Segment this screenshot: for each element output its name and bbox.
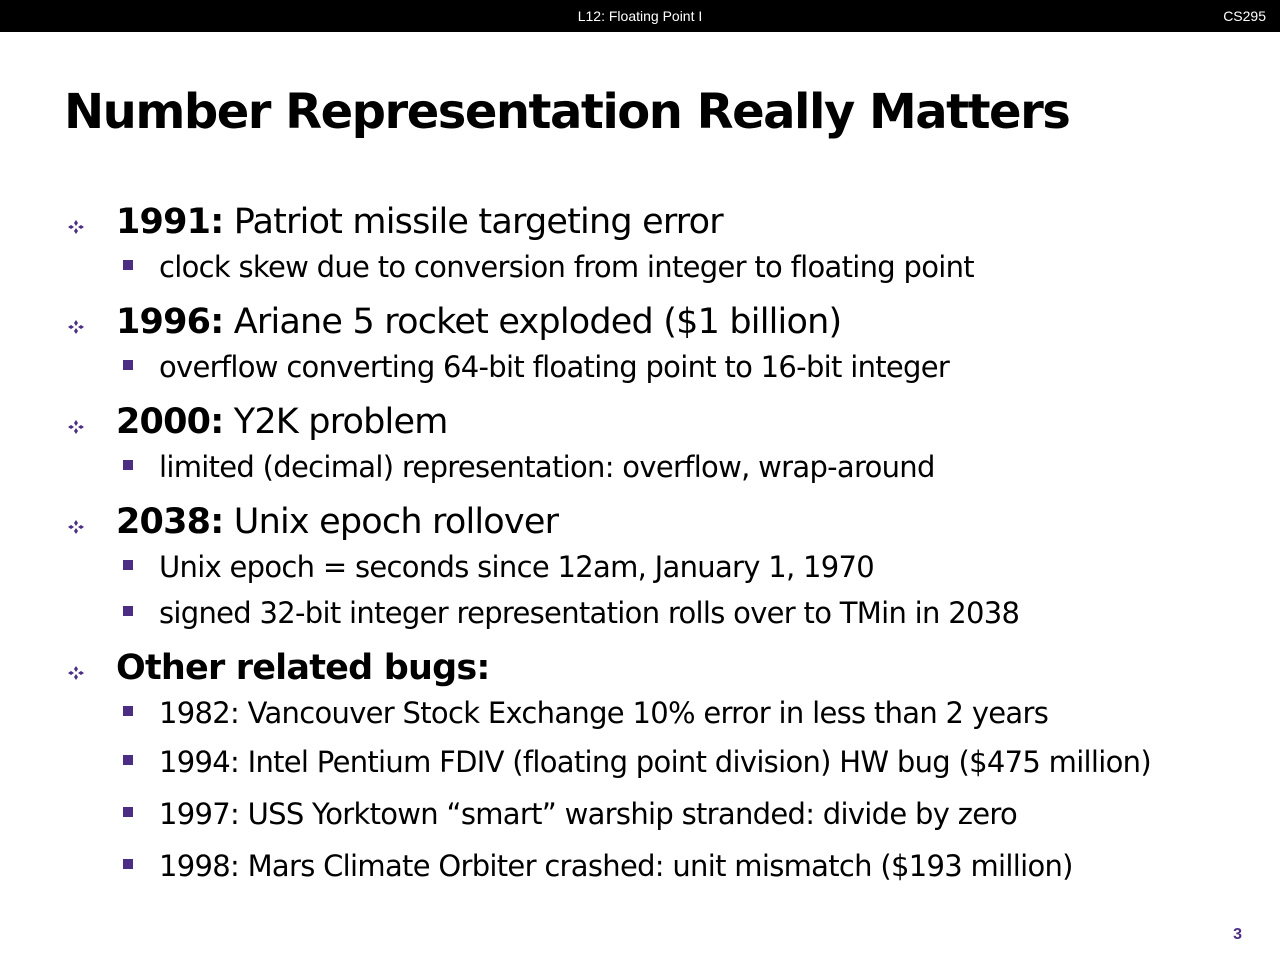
diamond-bullet-icon bbox=[66, 496, 90, 548]
sub-bullet-item: overflow converting 64-bit floating poin… bbox=[66, 344, 1266, 390]
sub-bullet-item: 1994: Intel Pentium FDIV (floating point… bbox=[66, 736, 1266, 788]
diamond-bullet-icon bbox=[66, 642, 90, 694]
sub-bullet-text: signed 32-bit integer representation rol… bbox=[159, 596, 1020, 630]
diamond-bullet-icon bbox=[66, 396, 90, 448]
bullet-item: 2000: Y2K problem bbox=[66, 396, 1266, 448]
bullet-heading: Other related bugs: bbox=[116, 648, 490, 688]
sub-bullet-text: 1997: USS Yorktown “smart” warship stran… bbox=[159, 797, 1018, 831]
sub-bullet-text: 1998: Mars Climate Orbiter crashed: unit… bbox=[159, 849, 1073, 883]
square-bullet-icon bbox=[123, 807, 133, 817]
course-code: CS295 bbox=[1223, 8, 1266, 24]
sub-bullet-text: 1994: Intel Pentium FDIV (floating point… bbox=[159, 745, 1152, 779]
bullet-item: 1996: Ariane 5 rocket exploded ($1 billi… bbox=[66, 296, 1266, 348]
sub-bullet-item: limited (decimal) representation: overfl… bbox=[66, 444, 1266, 490]
square-bullet-icon bbox=[123, 606, 133, 616]
bullet-item: Other related bugs: bbox=[66, 642, 1266, 694]
bullet-year: 2038: bbox=[116, 502, 224, 542]
square-bullet-icon bbox=[123, 460, 133, 470]
diamond-bullet-icon bbox=[66, 296, 90, 348]
bullet-year: 2000: bbox=[116, 402, 224, 442]
page-number: 3 bbox=[1233, 926, 1242, 943]
slide-title: Number Representation Really Matters bbox=[64, 84, 1071, 140]
sub-bullet-text: limited (decimal) representation: overfl… bbox=[159, 450, 935, 484]
bullet-text: Patriot missile targeting error bbox=[223, 202, 724, 242]
sub-bullet-item: 1998: Mars Climate Orbiter crashed: unit… bbox=[66, 840, 1266, 892]
bullet-text: Unix epoch rollover bbox=[223, 502, 559, 542]
sub-bullet-item: 1997: USS Yorktown “smart” warship stran… bbox=[66, 788, 1266, 840]
bullet-item: 2038: Unix epoch rollover bbox=[66, 496, 1266, 548]
sub-bullet-text: clock skew due to conversion from intege… bbox=[159, 250, 975, 284]
square-bullet-icon bbox=[123, 560, 133, 570]
lecture-title: L12: Floating Point I bbox=[577, 8, 703, 24]
square-bullet-icon bbox=[123, 859, 133, 869]
sub-bullet-item: Unix epoch = seconds since 12am, January… bbox=[66, 544, 1266, 590]
sub-bullet-text: Unix epoch = seconds since 12am, January… bbox=[159, 550, 875, 584]
bullet-year: 1991: bbox=[116, 202, 224, 242]
square-bullet-icon bbox=[123, 360, 133, 370]
bullet-item: 1991: Patriot missile targeting error bbox=[66, 196, 1266, 248]
sub-bullet-text: overflow converting 64-bit floating poin… bbox=[159, 350, 950, 384]
square-bullet-icon bbox=[123, 755, 133, 765]
header-bar: L12: Floating Point I CS295 bbox=[0, 0, 1280, 32]
bullet-text: Y2K problem bbox=[223, 402, 449, 442]
bullet-year: 1996: bbox=[116, 302, 224, 342]
bullet-text: Ariane 5 rocket exploded ($1 billion) bbox=[223, 302, 842, 342]
bullet-list: 1991: Patriot missile targeting error cl… bbox=[66, 196, 1266, 892]
square-bullet-icon bbox=[123, 260, 133, 270]
sub-bullet-text: 1982: Vancouver Stock Exchange 10% error… bbox=[159, 696, 1049, 730]
sub-bullet-item: signed 32-bit integer representation rol… bbox=[66, 590, 1266, 636]
sub-bullet-item: clock skew due to conversion from intege… bbox=[66, 244, 1266, 290]
square-bullet-icon bbox=[123, 706, 133, 716]
diamond-bullet-icon bbox=[66, 196, 90, 248]
sub-bullet-item: 1982: Vancouver Stock Exchange 10% error… bbox=[66, 690, 1266, 736]
